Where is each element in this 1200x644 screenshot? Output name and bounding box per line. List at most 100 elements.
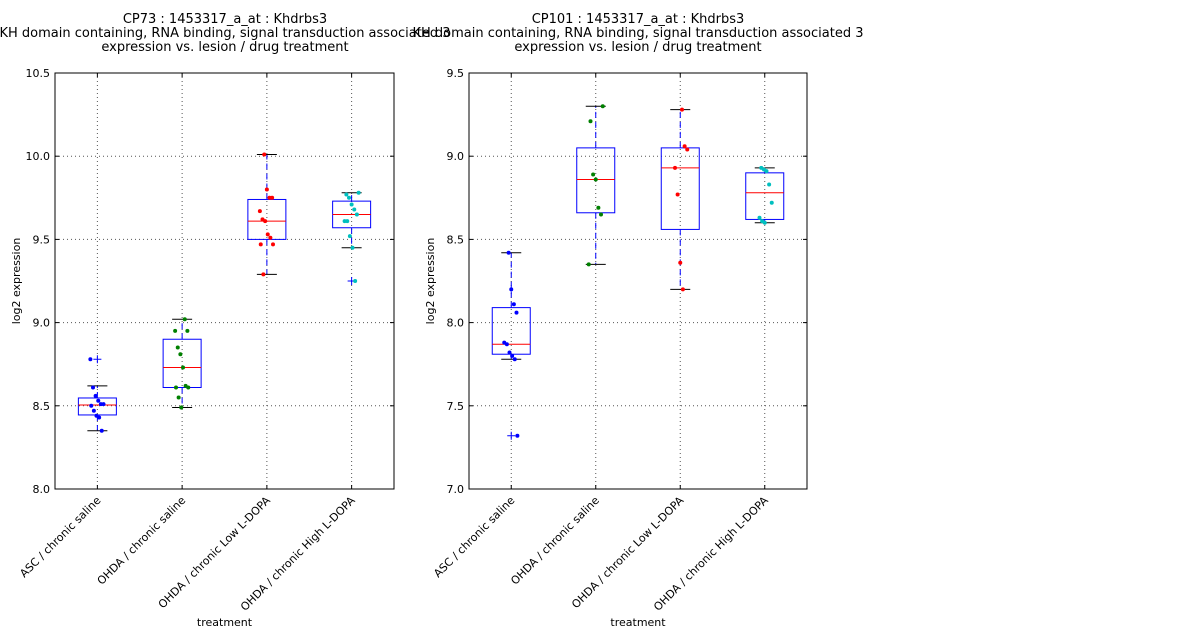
data-point — [682, 144, 687, 149]
data-point — [258, 242, 263, 247]
data-point — [507, 350, 512, 355]
box-3 — [247, 154, 287, 275]
data-point — [356, 190, 361, 195]
data-point — [675, 192, 680, 197]
data-point — [506, 250, 511, 255]
data-point — [101, 402, 106, 407]
data-point — [354, 212, 359, 217]
y-tick-label: 8.0 — [33, 483, 51, 496]
data-point — [757, 215, 762, 220]
data-point — [349, 202, 354, 207]
y-tick-label: 9.0 — [33, 317, 51, 330]
data-point — [353, 279, 358, 283]
data-point — [175, 345, 180, 350]
box-iqr — [576, 147, 616, 214]
data-point — [510, 353, 515, 358]
data-point — [586, 262, 591, 267]
data-point — [182, 317, 187, 322]
data-point — [509, 287, 514, 292]
data-point — [596, 205, 601, 210]
data-point — [515, 433, 520, 438]
data-point — [88, 357, 93, 362]
y-axis-label: log2 expression — [10, 238, 23, 325]
chart-title-line: KH domain containing, RNA binding, signa… — [412, 26, 863, 41]
data-point — [91, 408, 96, 413]
x-tick-label: OHDA / chronic saline — [95, 494, 189, 588]
x-tick-label: ASC / chronic saline — [17, 494, 103, 580]
data-point — [91, 385, 95, 390]
y-tick-label: 8.5 — [447, 233, 465, 246]
box-iqr — [745, 172, 785, 220]
y-tick-label: 10.5 — [26, 67, 51, 80]
data-point — [271, 242, 275, 247]
data-point — [673, 165, 677, 170]
outlier-marker — [507, 431, 516, 440]
data-point — [96, 398, 101, 403]
y-tick-label: 8.5 — [33, 400, 51, 413]
y-tick-label: 9.5 — [33, 233, 51, 246]
box-iqr — [660, 147, 700, 230]
box-1 — [491, 252, 531, 440]
y-axis-label: log2 expression — [424, 238, 437, 325]
data-point — [181, 365, 185, 370]
outlier-marker — [93, 355, 102, 364]
data-point — [185, 328, 190, 333]
chart-title-line: CP73 : 1453317_a_at : Khdrbs3 — [123, 12, 327, 27]
data-point — [350, 245, 355, 250]
x-axis-label: treatment — [197, 616, 253, 629]
data-point — [593, 177, 598, 182]
data-point — [265, 232, 270, 237]
box-iqr — [162, 338, 202, 388]
data-point — [591, 172, 596, 177]
data-point — [504, 342, 509, 347]
data-point — [764, 169, 769, 174]
data-point — [769, 200, 774, 205]
data-point — [268, 235, 273, 240]
data-point — [347, 234, 352, 239]
data-point — [263, 219, 268, 224]
y-tick-label: 9.5 — [447, 67, 465, 80]
data-point — [600, 104, 605, 109]
data-point — [93, 393, 98, 398]
plot-frame — [468, 72, 808, 490]
data-point — [511, 302, 516, 307]
chart-title-line: CP101 : 1453317_a_at : Khdrbs3 — [532, 12, 745, 27]
y-tick-label: 10.0 — [26, 150, 51, 163]
data-point — [173, 328, 178, 333]
data-point — [186, 385, 191, 390]
data-point — [347, 195, 351, 200]
data-point — [514, 310, 519, 315]
plot-frame — [54, 72, 395, 490]
box-iqr — [491, 307, 531, 355]
data-point — [680, 287, 685, 292]
data-point — [261, 272, 266, 277]
data-point — [512, 357, 517, 362]
x-tick-label: ASC / chronic saline — [431, 494, 517, 580]
data-point — [599, 212, 603, 217]
box-iqr — [247, 198, 287, 240]
data-point — [89, 403, 94, 408]
y-tick-label: 7.5 — [447, 400, 465, 413]
x-axis-label: treatment — [610, 616, 666, 629]
data-point — [345, 219, 350, 224]
data-point — [178, 352, 183, 357]
data-point — [678, 260, 683, 265]
box-2 — [576, 105, 616, 265]
data-point — [97, 415, 102, 420]
data-point — [176, 395, 181, 400]
chart-title-line: expression vs. lesion / drug treatment — [101, 40, 348, 55]
data-point — [262, 152, 267, 157]
y-tick-label: 7.0 — [447, 483, 465, 496]
data-point — [264, 187, 269, 192]
y-tick-label: 9.0 — [447, 150, 465, 163]
box-4 — [332, 192, 372, 285]
data-point — [767, 182, 772, 187]
data-point — [179, 405, 184, 410]
data-point — [352, 207, 357, 212]
data-point — [685, 147, 690, 152]
y-tick-label: 8.0 — [447, 317, 465, 330]
x-tick-label: OHDA / chronic saline — [508, 494, 602, 588]
